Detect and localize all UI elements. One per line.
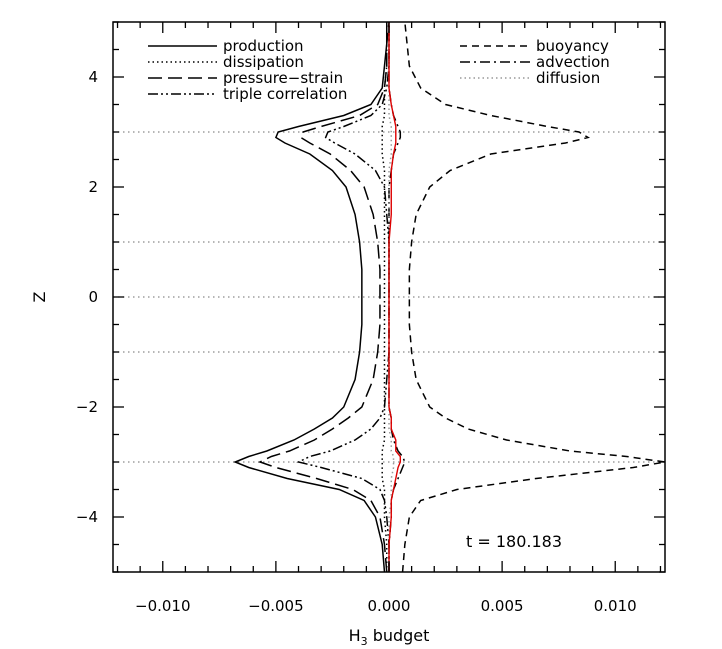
y-tick-label: 2 [88, 178, 98, 196]
x-tick-label: −0.005 [248, 597, 304, 615]
y-tick-label: 4 [88, 68, 98, 86]
legend-label: buoyancy [536, 37, 609, 55]
series-dissipation-line [381, 22, 388, 572]
legend-label: production [223, 37, 304, 55]
series-buoyancy-line [401, 22, 665, 572]
series-pressure-strain-line [258, 22, 390, 572]
legend-label: diffusion [536, 69, 600, 87]
series-lines [233, 22, 665, 572]
y-tick-label: −4 [76, 508, 98, 526]
x-tick-label: −0.010 [135, 597, 191, 615]
legend-label: triple correlation [223, 85, 347, 103]
x-axis-label-main: H [349, 626, 361, 645]
y-axis-label: Z [30, 291, 49, 302]
legend-label: dissipation [223, 53, 304, 71]
x-axis-label: H3 budget [349, 626, 430, 648]
axis-ticks [113, 21, 665, 573]
legend-label: pressure−strain [223, 69, 343, 87]
y-tick-label: 0 [88, 288, 98, 306]
legend-label: advection [536, 53, 610, 71]
x-tick-label: 0.010 [594, 597, 637, 615]
x-axis-label-subscript: 3 [361, 635, 368, 648]
y-tick-label: −2 [76, 398, 98, 416]
time-annotation: t = 180.183 [466, 532, 562, 551]
tick-labels: −0.010 −0.005 0.000 0.005 0.010 −4 −2 0 2 4 [76, 68, 637, 615]
series-production-line [233, 22, 388, 572]
series-red-line [388, 22, 402, 572]
x-tick-label: 0.005 [481, 597, 524, 615]
x-tick-label: 0.000 [368, 597, 411, 615]
x-axis-label-rest: budget [368, 626, 430, 645]
legend: productiondissipationpressure−straintrip… [148, 37, 610, 103]
